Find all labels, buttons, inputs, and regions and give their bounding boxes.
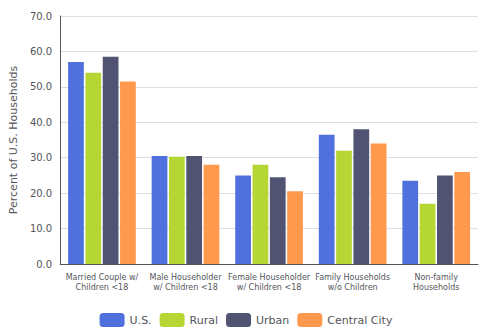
svg-text:w/ Children <18: w/ Children <18 xyxy=(153,283,218,292)
svg-text:30.0: 30.0 xyxy=(30,152,52,163)
svg-text:Urban: Urban xyxy=(256,314,289,327)
svg-text:Central City: Central City xyxy=(327,314,393,327)
svg-text:Percent of U.S. Households: Percent of U.S. Households xyxy=(7,66,20,215)
svg-text:70.0: 70.0 xyxy=(30,11,52,22)
svg-text:10.0: 10.0 xyxy=(30,223,52,234)
svg-text:50.0: 50.0 xyxy=(30,81,52,92)
svg-text:Non-family: Non-family xyxy=(414,273,458,282)
svg-text:Male Householder: Male Householder xyxy=(149,273,222,282)
svg-text:w/ Children <18: w/ Children <18 xyxy=(237,283,302,292)
svg-text:Family Households: Family Households xyxy=(315,273,390,282)
svg-text:Children <18: Children <18 xyxy=(76,283,129,292)
svg-text:Female Householder: Female Householder xyxy=(228,273,311,282)
svg-text:Rural: Rural xyxy=(190,314,218,327)
svg-text:0.0: 0.0 xyxy=(36,259,52,270)
svg-text:Married Couple w/: Married Couple w/ xyxy=(66,273,139,282)
svg-text:20.0: 20.0 xyxy=(30,188,52,199)
svg-text:60.0: 60.0 xyxy=(30,46,52,57)
svg-text:Households: Households xyxy=(413,283,460,292)
svg-text:40.0: 40.0 xyxy=(30,117,52,128)
svg-text:U.S.: U.S. xyxy=(130,314,152,327)
svg-text:w/o Children: w/o Children xyxy=(328,283,378,292)
